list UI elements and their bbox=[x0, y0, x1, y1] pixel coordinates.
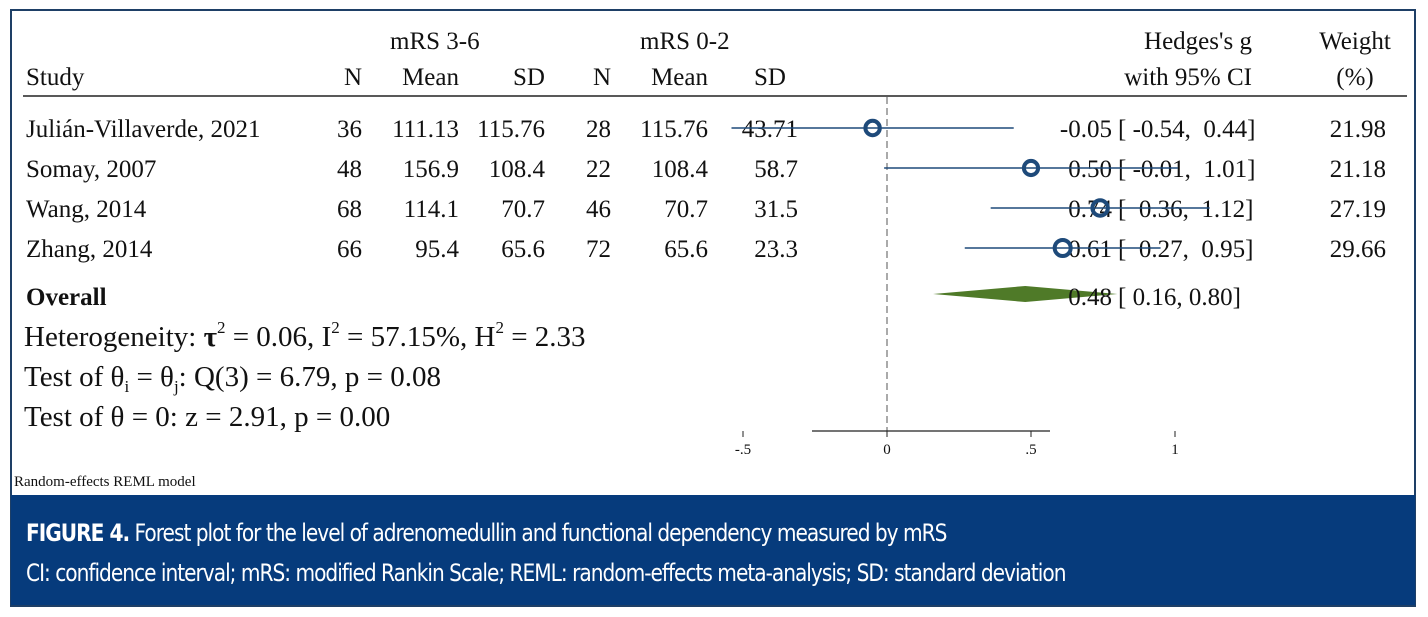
study-n2: 22 bbox=[586, 156, 611, 183]
study-mean2: 115.76 bbox=[640, 116, 708, 143]
header-group1: mRS 3-6 bbox=[390, 28, 480, 55]
x-tick-label: 1 bbox=[1171, 442, 1179, 458]
study-sd1: 115.76 bbox=[477, 116, 545, 143]
study-effect: 0.61 bbox=[1068, 236, 1112, 263]
effect-marker bbox=[1021, 158, 1041, 178]
study-weight: 29.66 bbox=[1330, 236, 1386, 263]
study-sd2: 43.71 bbox=[742, 116, 798, 143]
study-ci: [ 0.27, 0.95] bbox=[1118, 236, 1253, 263]
x-tick-label: .5 bbox=[1025, 442, 1036, 458]
effect-test-text: Test of θ = 0: z = 2.91, p = 0.00 bbox=[24, 401, 390, 433]
study-name: Wang, 2014 bbox=[26, 196, 147, 223]
study-mean2: 70.7 bbox=[664, 196, 708, 223]
overall-label: Overall bbox=[26, 284, 107, 311]
study-sd2: 23.3 bbox=[754, 236, 798, 263]
header-n1: N bbox=[344, 64, 362, 91]
header-group2: mRS 0-2 bbox=[640, 28, 730, 55]
overall-diamond bbox=[933, 286, 1118, 302]
x-tick-label: 0 bbox=[883, 442, 891, 458]
overall-ci: [ 0.16, 0.80] bbox=[1118, 284, 1241, 311]
effect-marker bbox=[863, 118, 882, 138]
heterogeneity-text: Heterogeneity: τ2 = 0.06, I2 = 57.15%, H… bbox=[24, 318, 586, 353]
study-n2: 46 bbox=[586, 196, 611, 223]
study-ci: [ 0.36, 1.12] bbox=[1118, 196, 1253, 223]
study-n1: 48 bbox=[337, 156, 362, 183]
study-mean2: 65.6 bbox=[664, 236, 708, 263]
figure-caption: FIGURE 4. Forest plot for the level of a… bbox=[11, 495, 1415, 605]
study-sd2: 31.5 bbox=[754, 196, 798, 223]
study-sd2: 58.7 bbox=[754, 156, 798, 183]
study-sd1: 70.7 bbox=[501, 196, 545, 223]
study-name: Somay, 2007 bbox=[26, 156, 156, 183]
header-sd2: SD bbox=[754, 64, 786, 91]
study-n2: 28 bbox=[586, 116, 611, 143]
study-rows: Julián-Villaverde, 2021 36 111.13 115.76 28 1… bbox=[26, 116, 1386, 263]
study-mean1: 156.9 bbox=[403, 156, 459, 183]
study-weight: 21.98 bbox=[1330, 116, 1386, 143]
study-n2: 72 bbox=[586, 236, 611, 263]
caption-label: FIGURE 4. bbox=[26, 519, 130, 547]
caption-title: Forest plot for the level of adrenomedul… bbox=[129, 519, 948, 547]
header-mean2: Mean bbox=[651, 64, 708, 91]
study-weight: 21.18 bbox=[1330, 156, 1386, 183]
study-name: Julián-Villaverde, 2021 bbox=[26, 116, 261, 143]
header-weight-2: (%) bbox=[1336, 64, 1373, 91]
study-effect: -0.05 bbox=[1060, 116, 1112, 143]
study-sd1: 108.4 bbox=[489, 156, 546, 183]
study-mean2: 108.4 bbox=[652, 156, 709, 183]
homogeneity-test-text: Test of θi = θj: Q(3) = 6.79, p = 0.08 bbox=[24, 361, 441, 396]
caption-title-line: FIGURE 4. Forest plot for the level of a… bbox=[26, 513, 1193, 553]
study-n1: 36 bbox=[337, 116, 362, 143]
study-name: Zhang, 2014 bbox=[26, 236, 153, 263]
header-sd1: SD bbox=[513, 64, 545, 91]
effect-marker bbox=[1052, 238, 1073, 258]
study-n1: 66 bbox=[337, 236, 362, 263]
study-ci: [ -0.01, 1.01] bbox=[1118, 156, 1255, 183]
x-tick-label: -.5 bbox=[735, 442, 751, 458]
forest-marks bbox=[731, 97, 1210, 432]
header-mean1: Mean bbox=[402, 64, 459, 91]
effect-marker bbox=[1090, 198, 1110, 218]
model-note: Random-effects REML model bbox=[14, 474, 196, 490]
study-mean1: 95.4 bbox=[415, 236, 459, 263]
x-axis: -.5 0 .5 1 bbox=[735, 430, 1179, 458]
header-n2: N bbox=[593, 64, 611, 91]
header-effect-1: Hedges's g bbox=[1144, 28, 1252, 55]
study-sd1: 65.6 bbox=[501, 236, 545, 263]
study-effect: 0.50 bbox=[1068, 156, 1112, 183]
overall-g: 0.48 bbox=[1068, 284, 1112, 311]
study-weight: 27.19 bbox=[1330, 196, 1386, 223]
header-effect-2: with 95% CI bbox=[1124, 64, 1252, 91]
forest-plot: mRS 3-6 mRS 0-2 Hedges's g Weight Study … bbox=[14, 28, 1407, 490]
header-study: Study bbox=[26, 64, 85, 91]
study-mean1: 111.13 bbox=[392, 116, 459, 143]
header-weight-1: Weight bbox=[1319, 28, 1391, 55]
study-ci: [ -0.54, 0.44] bbox=[1118, 116, 1255, 143]
caption-abbreviations: CI: confidence interval; mRS: modified R… bbox=[26, 559, 1066, 587]
study-n1: 68 bbox=[337, 196, 362, 223]
study-mean1: 114.1 bbox=[404, 196, 459, 223]
